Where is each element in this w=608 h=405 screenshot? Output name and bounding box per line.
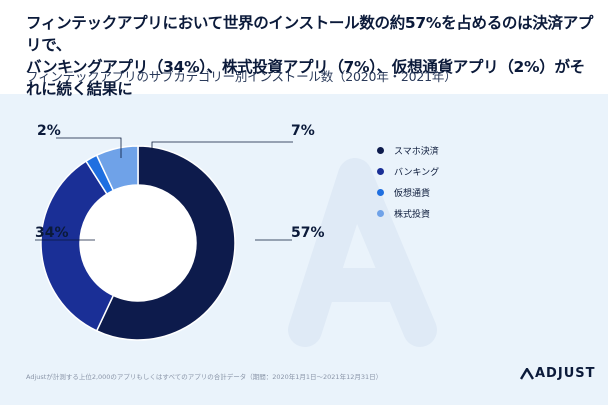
data-label-34: 34% (35, 225, 69, 241)
legend-item-banking: バンキング (377, 166, 440, 178)
legend-label-crypto: 仮想通貨 (394, 189, 431, 199)
adjust-logo-icon (520, 367, 534, 380)
legend-label-banking: バンキング (394, 168, 440, 178)
leader-line-7 (151, 141, 293, 150)
legend-swatch-banking (377, 168, 384, 175)
leader-line-2 (56, 137, 122, 158)
legend-label-stocks: 株式投資 (394, 210, 431, 220)
headline: フィンテックアプリにおいて世界のインストール数の約57%を占めるのは決済アプリで… (26, 12, 596, 100)
legend-item-stocks: 株式投資 (377, 208, 439, 220)
data-label-57: 57% (291, 225, 325, 241)
headline-line-2: バンキングアプリ（34%）、株式投資アプリ（7%）、仮想通貨アプリ（2%）がそれ… (26, 58, 585, 98)
legend-swatch-stocks (377, 210, 384, 217)
headline-line-1: フィンテックアプリにおいて世界のインストール数の約57%を占めるのは決済アプリで… (26, 14, 594, 54)
chart-subtitle: フィンテックアプリのサブカテゴリー別インストール数（2020年・2021年） (26, 69, 457, 84)
brand-name: ADJUST (535, 366, 596, 381)
donut-slices (40, 145, 236, 341)
legend-swatch-crypto (377, 189, 384, 196)
chart-legend: スマホ決済 バンキング 仮想通貨 株式投資 (377, 145, 439, 229)
adjust-logo: ADJUST (520, 366, 595, 381)
legend-label-payments: スマホ決済 (394, 147, 439, 157)
data-source-note: Adjustが計測する上位2,000のアプリもしくはすべてのアプリの合計データ（… (26, 373, 383, 381)
leader-lines (35, 137, 293, 241)
data-label-7: 7% (291, 123, 315, 139)
legend-item-crypto: 仮想通貨 (377, 187, 439, 199)
legend-item-payments: スマホ決済 (377, 145, 439, 157)
donut-hole (80, 185, 196, 301)
watermark-logo (288, 158, 437, 347)
data-label-2: 2% (37, 123, 61, 139)
legend-swatch-payments (377, 147, 384, 154)
